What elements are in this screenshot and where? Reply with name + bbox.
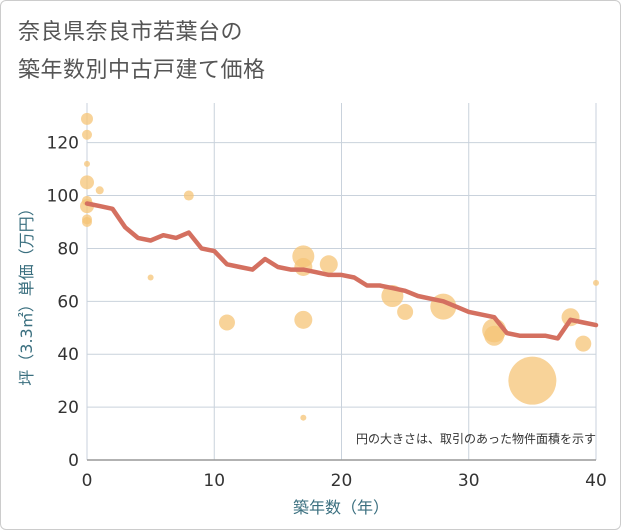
y-tick-label: 60 [57,292,79,312]
y-tick-label: 120 [47,134,79,154]
x-tick-label: 10 [203,471,225,491]
bubble [508,356,557,405]
bubble [484,325,505,346]
y-tick-label: 80 [57,239,79,259]
bubble [294,310,313,329]
chart-title-line2: 築年数別中古戸建て価格 [18,58,266,83]
y-tick-labels: 0 20 40 60 80 100 120 [47,134,79,471]
x-tick-label: 40 [585,471,607,491]
bubble [84,160,90,167]
chart-title-line1: 奈良県奈良市若葉台の [18,20,244,45]
bubble [575,335,592,352]
bubble [95,186,104,195]
x-tick-label: 0 [82,471,93,491]
bubble [82,217,92,227]
trend-line [84,201,599,341]
x-tick-labels: 0 10 20 30 40 [82,471,607,491]
y-tick-label: 0 [68,451,79,471]
bubble [319,255,338,274]
x-tick-label: 30 [458,471,480,491]
bubble [294,257,313,276]
bubble [218,314,235,331]
bubble [593,279,599,286]
y-tick-label: 40 [57,345,79,365]
bubble [183,190,194,201]
grid-lines [86,103,597,461]
bubble [82,129,92,140]
bubble [300,414,307,421]
x-tick-label: 20 [331,471,353,491]
bubble [147,274,154,281]
y-axis-label: 坪（3.3㎡）単価（万円） [17,200,36,385]
bubble [81,112,93,125]
bubble [80,175,94,190]
trend-line-group [84,201,599,341]
x-axis-label: 築年数（年） [293,498,389,517]
bubble-size-note: 円の大きさは、取引のあった物件面積を示す [356,431,596,446]
y-tick-label: 100 [47,187,79,207]
bubble-series [80,112,599,421]
bubble [397,303,414,320]
y-tick-label: 20 [57,398,79,418]
